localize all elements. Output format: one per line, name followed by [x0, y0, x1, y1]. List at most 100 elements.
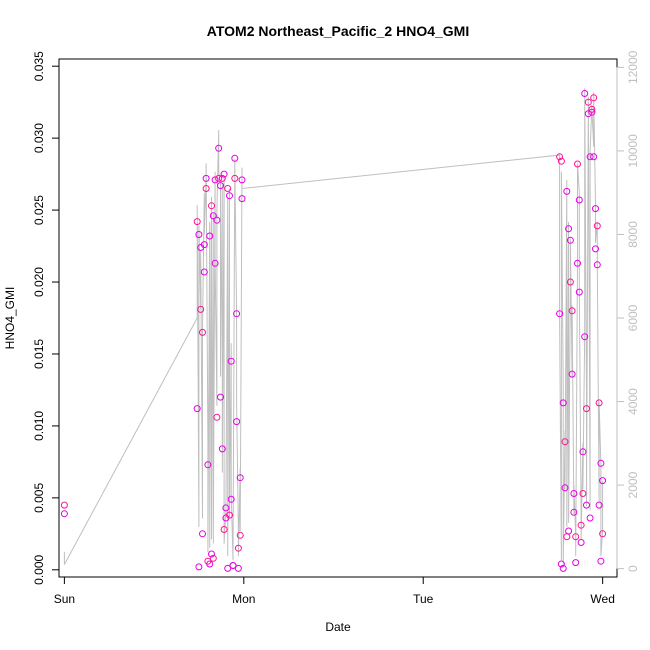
data-point [565, 225, 573, 233]
data-point [588, 108, 596, 116]
data-point [570, 490, 578, 497]
y-tick-label: 0.035 [32, 51, 46, 81]
data-point [234, 544, 242, 552]
data-point [226, 511, 233, 519]
data-point [199, 530, 206, 538]
data-point [583, 405, 590, 413]
series-line [63, 88, 604, 565]
x-tick-label: Tue [413, 592, 434, 606]
data-point [556, 153, 564, 161]
data-point [213, 216, 221, 224]
data-point [584, 110, 592, 118]
data-point [231, 154, 239, 162]
data-point [202, 174, 210, 182]
data-point [193, 405, 201, 413]
data-point [197, 305, 205, 313]
data-point [557, 157, 565, 165]
data-point [597, 557, 605, 565]
y2-tick-label: 0 [626, 565, 640, 572]
x-tick-label: Sun [54, 592, 75, 606]
y-axis-right: 0 2000 4000 6000 8000 10000 12000 [616, 50, 640, 572]
data-point [593, 222, 601, 230]
data-point [597, 459, 605, 467]
data-point [238, 195, 246, 203]
y2-tick-label: 4000 [626, 388, 640, 415]
y-tick-label: 0.005 [32, 483, 46, 513]
data-point [557, 560, 565, 568]
data-point [213, 413, 221, 421]
data-point [575, 288, 583, 296]
x-axis: Sun Mon Tue Wed [54, 576, 615, 606]
data-point [565, 527, 573, 535]
y2-tick-label: 6000 [626, 304, 640, 331]
data-point [595, 501, 603, 509]
data-point [227, 495, 235, 503]
data-point [592, 245, 599, 253]
data-point [215, 174, 223, 182]
data-point [206, 560, 214, 568]
y2-tick-label: 12000 [626, 50, 640, 84]
data-point [208, 550, 215, 558]
data-point [570, 508, 578, 516]
data-point [559, 399, 567, 407]
y-tick-label: 0.010 [32, 411, 46, 441]
data-point [224, 185, 232, 192]
data-point [592, 205, 599, 213]
data-point [579, 448, 587, 456]
data-point [574, 160, 581, 168]
data-point [233, 310, 241, 318]
y2-tick-label: 8000 [626, 221, 640, 248]
data-point [566, 278, 574, 286]
data-point [574, 259, 581, 267]
data-point [220, 526, 228, 533]
series-line-path [63, 88, 604, 565]
data-point [563, 187, 571, 195]
data-point [220, 170, 228, 178]
data-point [559, 564, 567, 572]
data-point [572, 559, 580, 567]
data-point [195, 231, 203, 238]
data-point [231, 174, 239, 182]
data-point [579, 490, 587, 497]
data-point [224, 564, 232, 572]
data-point [583, 501, 590, 509]
data-point [200, 241, 208, 249]
data-point [217, 393, 224, 401]
data-point [588, 105, 596, 113]
data-point [577, 539, 585, 546]
data-point [238, 176, 246, 184]
data-point [236, 474, 244, 482]
data-point [590, 94, 598, 102]
data-point [572, 533, 580, 541]
data-point [60, 501, 68, 509]
series-scatter [60, 90, 607, 572]
data-point [233, 418, 241, 426]
data-point [211, 259, 219, 267]
data-point [561, 484, 569, 492]
data-point [199, 328, 206, 336]
data-point [204, 461, 212, 469]
data-point [599, 477, 607, 485]
data-point [193, 218, 201, 226]
data-point [561, 438, 569, 446]
data-point [581, 333, 589, 341]
data-point [586, 153, 594, 161]
y-tick-label: 0.030 [32, 123, 46, 153]
data-point [584, 98, 592, 106]
y-tick-label: 0.020 [32, 267, 46, 297]
data-point [577, 521, 585, 529]
data-point [218, 445, 226, 453]
data-point [226, 192, 233, 200]
data-point [218, 174, 226, 182]
data-point [227, 357, 235, 365]
data-point [195, 563, 203, 571]
data-point [229, 562, 237, 569]
data-point [575, 196, 583, 204]
y2-tick-label: 10000 [626, 134, 640, 168]
data-point [556, 310, 564, 318]
data-point [60, 510, 68, 518]
data-point [590, 153, 598, 161]
data-point [200, 268, 208, 276]
data-point [566, 236, 574, 244]
